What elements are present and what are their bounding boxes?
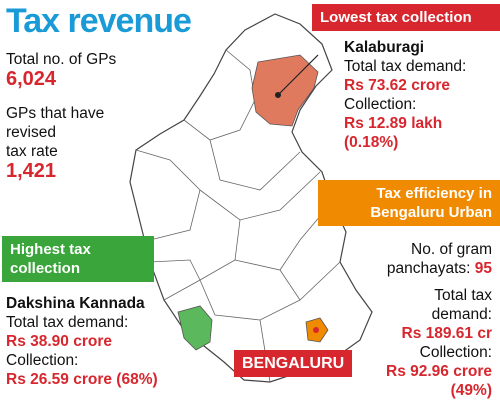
value: Rs 26.59 crore (68%) (6, 371, 158, 388)
value: Rs 92.96 crore (386, 363, 492, 380)
district-borders (135, 49, 341, 383)
district-name: Dakshina Kannada (6, 295, 145, 312)
text-line: Highest tax (10, 241, 91, 258)
value: Rs 12.89 lakh (344, 115, 443, 132)
label: panchayats: (386, 260, 471, 277)
stat-value: 1,421 (6, 160, 57, 182)
text-line: Bengaluru Urban (370, 204, 492, 221)
value: (49%) (450, 382, 492, 399)
section-header: Highest tax collection (2, 236, 154, 282)
callout-dot (275, 92, 281, 98)
stat-label: GPs that have revised tax rate (6, 104, 104, 161)
label-line: panchayats: 95 (386, 259, 492, 278)
label: Total tax demand: (344, 58, 467, 75)
value: Rs 73.62 crore (344, 77, 450, 94)
section-header: Lowest tax collection (312, 4, 500, 31)
stat-label: Total no. of GPs (6, 51, 117, 68)
bengaluru-dot (313, 327, 319, 333)
text-line: GPs that have (6, 105, 105, 122)
map-label: BENGALURU (234, 350, 353, 377)
text-line: Tax efficiency in (376, 185, 492, 202)
highest-details: Dakshina Kannada Total tax demand: Rs 38… (6, 294, 158, 389)
value: 95 (474, 260, 492, 277)
text-line: collection (10, 260, 81, 277)
value: Rs 38.90 crore (6, 333, 112, 350)
stat-value: 6,024 (6, 68, 57, 90)
value: (0.18%) (344, 134, 399, 151)
label: Collection: (419, 344, 492, 361)
title: Tax revenue (6, 2, 192, 40)
dakshina-kannada-district (177, 305, 213, 351)
district-name: Kalaburagi (344, 39, 425, 56)
section-header: Tax efficiency in Bengaluru Urban (318, 180, 500, 226)
label: No. of gram (411, 241, 492, 258)
label: demand: (431, 306, 492, 323)
text-line: revised (6, 124, 56, 141)
callout-line (277, 54, 319, 96)
label: Collection: (6, 352, 79, 369)
label: Collection: (344, 96, 417, 113)
lowest-details: Kalaburagi Total tax demand: Rs 73.62 cr… (344, 38, 466, 152)
value: Rs 189.61 cr (401, 325, 493, 342)
text-line: tax rate (6, 143, 58, 160)
efficiency-details: No. of gram panchayats: 95 Total tax dem… (386, 240, 492, 400)
label: Total tax (434, 287, 492, 304)
label: Total tax demand: (6, 314, 129, 331)
